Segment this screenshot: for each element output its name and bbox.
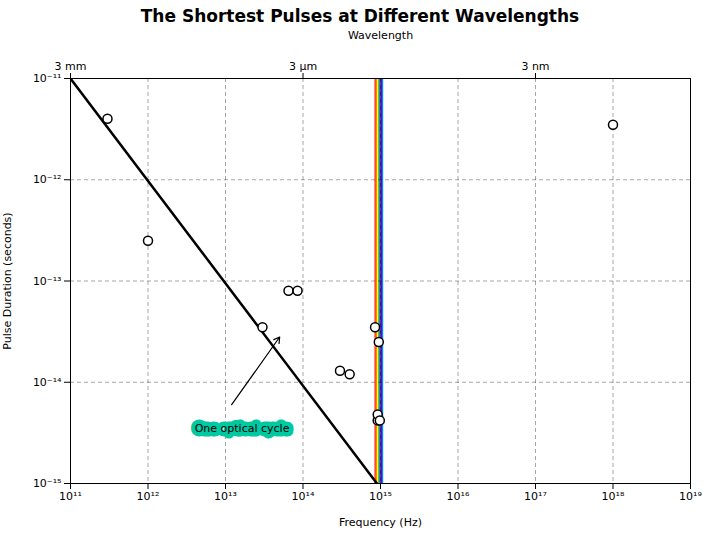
svg-text:10⁻¹⁵: 10⁻¹⁵ [33, 477, 62, 490]
svg-text:10¹³: 10¹³ [214, 490, 237, 503]
html-text:The Shortest Pulses at Differe: The Shortest Pulses at Different Wavelen… [140, 6, 580, 26]
svg-text:3 mm: 3 mm [55, 60, 87, 73]
svg-text:10¹⁸: 10¹⁸ [602, 490, 625, 503]
svg-text:10¹¹: 10¹¹ [59, 490, 82, 503]
svg-text:10¹⁵: 10¹⁵ [369, 490, 392, 503]
svg-text:10¹⁴: 10¹⁴ [292, 490, 315, 503]
svg-text:3 μm: 3 μm [289, 60, 317, 73]
svg-text:Frequency (Hz): Frequency (Hz) [339, 516, 422, 529]
svg-text:10¹⁶: 10¹⁶ [447, 490, 470, 503]
svg-text:10¹⁷: 10¹⁷ [524, 490, 547, 503]
svg-text:3 nm: 3 nm [521, 60, 549, 73]
svg-text:Wavelength: Wavelength [348, 29, 413, 42]
svg-text:Pulse Duration (seconds): Pulse Duration (seconds) [1, 212, 14, 349]
svg-text:10⁻¹³: 10⁻¹³ [33, 275, 62, 288]
svg-text:10¹²: 10¹² [137, 490, 160, 503]
svg-text:10⁻¹⁴: 10⁻¹⁴ [33, 376, 62, 389]
svg-text:10⁻¹²: 10⁻¹² [33, 173, 62, 186]
svg-text:10¹⁹: 10¹⁹ [679, 490, 702, 503]
svg-text:10⁻¹¹: 10⁻¹¹ [33, 72, 62, 85]
svg-text:One optical cycle: One optical cycle [195, 422, 290, 435]
